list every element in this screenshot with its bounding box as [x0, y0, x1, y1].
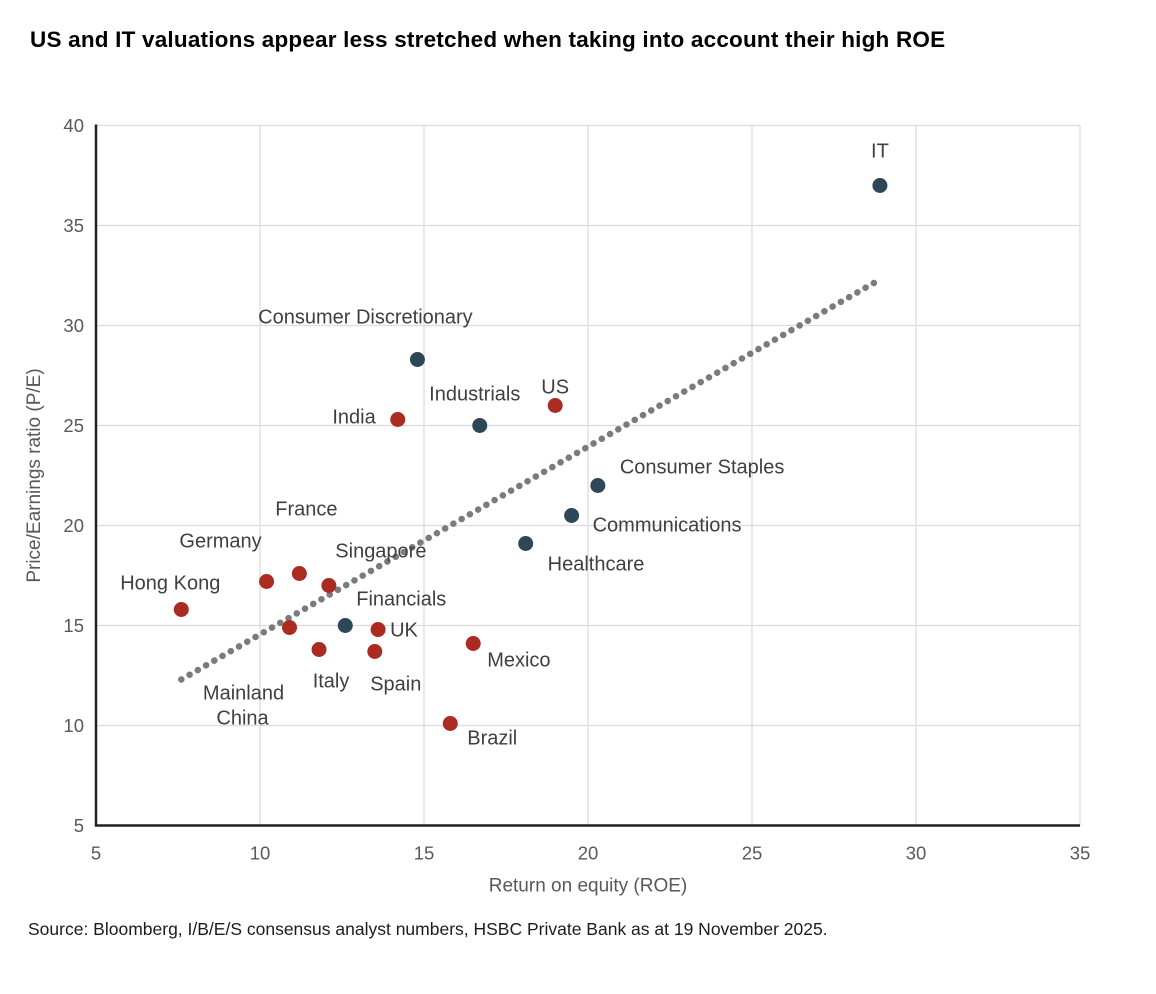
- x-tick-label-35: 35: [1070, 843, 1091, 864]
- x-tick-label-10: 10: [250, 843, 271, 864]
- y-tick-label-30: 30: [63, 315, 84, 336]
- x-axis-title: Return on equity (ROE): [489, 876, 688, 897]
- data-point-healthcare: [518, 536, 534, 551]
- y-tick-label-15: 15: [63, 615, 84, 636]
- data-point-industrials: [472, 418, 488, 433]
- data-point-singapore: [321, 578, 337, 593]
- point-label-italy: Italy: [313, 671, 350, 693]
- y-tick-label-25: 25: [63, 415, 84, 436]
- point-label-uk: UK: [390, 620, 418, 642]
- point-label-mainland-china-1: China: [216, 708, 269, 730]
- data-point-spain: [367, 644, 383, 659]
- data-point-mexico: [465, 636, 481, 651]
- point-label-communications: Communications: [593, 515, 742, 537]
- data-point-communications: [564, 508, 580, 523]
- source-attribution: Source: Bloomberg, I/B/E/S consensus ana…: [28, 919, 828, 939]
- data-point-brazil: [442, 716, 458, 731]
- point-label-brazil: Brazil: [467, 728, 517, 750]
- trend-line: [178, 276, 884, 683]
- y-tick-label-35: 35: [63, 215, 84, 236]
- point-label-hong-kong: Hong Kong: [120, 573, 220, 595]
- data-point-france: [291, 566, 307, 581]
- point-label-healthcare: Healthcare: [548, 554, 645, 576]
- point-label-us: US: [541, 377, 569, 399]
- data-point-consumer-discretionary: [409, 352, 425, 367]
- data-point-germany: [259, 574, 275, 589]
- point-label-france: France: [275, 499, 337, 521]
- point-label-financials: Financials: [356, 589, 446, 611]
- point-label-mexico: Mexico: [487, 650, 550, 672]
- data-point-uk: [370, 622, 386, 637]
- y-tick-label-20: 20: [63, 515, 84, 536]
- chart-title: US and IT valuations appear less stretch…: [30, 27, 946, 52]
- data-point-hong-kong: [173, 602, 189, 617]
- data-point-mainland-china: [282, 620, 298, 635]
- point-label-industrials: Industrials: [429, 384, 520, 406]
- data-point-financials: [337, 618, 353, 633]
- data-point-consumer-staples: [590, 478, 606, 493]
- y-axis-title: Price/Earnings ratio (P/E): [24, 368, 45, 582]
- x-tick-label-25: 25: [742, 843, 763, 864]
- point-label-singapore: Singapore: [335, 541, 426, 563]
- point-label-consumer-discretionary: Consumer Discretionary: [258, 307, 473, 329]
- point-label-consumer-staples: Consumer Staples: [620, 457, 785, 479]
- y-tick-label-5: 5: [74, 815, 84, 836]
- point-label-germany: Germany: [179, 531, 261, 553]
- point-label-it: IT: [871, 141, 889, 163]
- data-point-india: [390, 412, 406, 427]
- point-label-mainland-china: Mainland: [203, 683, 284, 705]
- y-tick-label-10: 10: [63, 715, 84, 736]
- x-tick-label-20: 20: [578, 843, 599, 864]
- x-tick-label-5: 5: [91, 843, 101, 864]
- data-point-it: [872, 178, 888, 193]
- x-tick-label-15: 15: [414, 843, 435, 864]
- y-tick-label-40: 40: [63, 115, 84, 136]
- point-label-india: India: [332, 407, 376, 429]
- data-point-us: [547, 398, 563, 413]
- point-label-spain: Spain: [370, 674, 421, 696]
- x-tick-label-30: 30: [906, 843, 927, 864]
- data-point-italy: [311, 642, 327, 657]
